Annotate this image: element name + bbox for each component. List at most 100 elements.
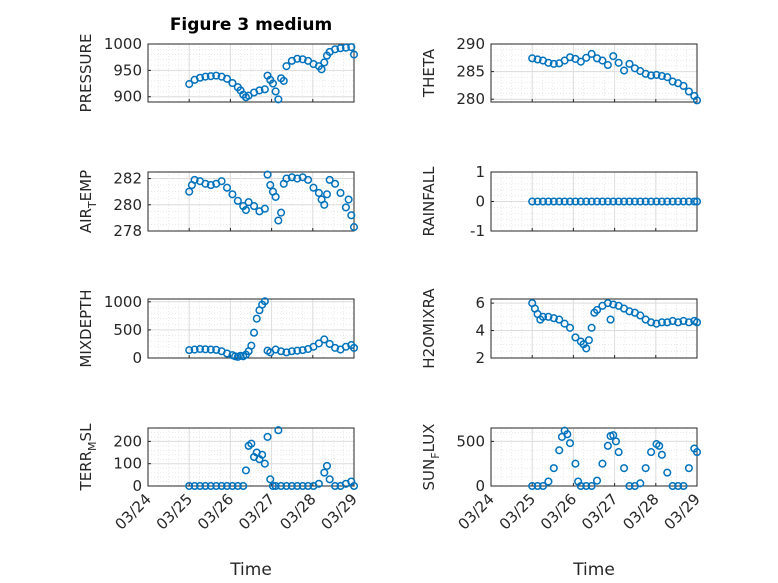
data-marker — [538, 197, 548, 206]
subplot-air-temp: 278 280 282 AIRTEMP — [77, 170, 359, 240]
data-marker — [195, 73, 205, 82]
data-marker — [603, 197, 612, 206]
data-marker — [217, 481, 226, 491]
data-marker — [592, 197, 602, 206]
data-marker — [636, 197, 645, 206]
data-marker — [282, 62, 291, 71]
data-marker — [657, 450, 666, 459]
data-marker — [555, 197, 564, 206]
data-marker — [538, 481, 548, 491]
data-marker — [185, 346, 194, 355]
data-marker — [271, 345, 280, 354]
data-marker — [222, 481, 232, 491]
data-marker — [341, 342, 350, 351]
data-marker — [252, 314, 261, 323]
data-marker — [185, 481, 194, 491]
subplot-pressure: 900 950 1000 PRESSURE — [77, 34, 359, 112]
data-marker — [625, 307, 634, 316]
data-marker — [325, 339, 334, 349]
y-tick-label: 1000 — [104, 35, 142, 53]
data-marker — [336, 44, 345, 53]
y-axis-label: MIXDEPTH — [77, 289, 95, 367]
data-marker — [287, 173, 296, 182]
data-marker — [320, 468, 329, 477]
data-marker — [636, 311, 645, 320]
data-marker — [625, 197, 634, 206]
data-marker — [636, 479, 645, 488]
data-marker — [692, 197, 702, 206]
data-marker — [647, 71, 656, 80]
data-marker — [652, 319, 661, 328]
data-marker — [320, 335, 329, 344]
data-marker — [679, 81, 688, 91]
data-marker — [647, 448, 656, 457]
data-marker — [185, 80, 194, 89]
data-marker — [233, 196, 242, 205]
data-marker — [277, 481, 286, 491]
y-tick-label: 0 — [475, 477, 485, 495]
data-marker — [620, 197, 629, 206]
data-marker — [582, 344, 591, 353]
data-marker — [349, 223, 359, 232]
data-marker — [603, 441, 612, 450]
data-marker — [663, 318, 672, 327]
data-marker — [260, 204, 269, 213]
data-marker — [533, 481, 542, 491]
data-marker — [603, 299, 612, 308]
data-marker — [641, 464, 650, 473]
data-marker — [277, 208, 286, 217]
data-marker — [293, 481, 302, 491]
data-marker — [684, 318, 693, 327]
data-marker — [241, 466, 250, 475]
data-marker — [606, 315, 615, 324]
y-axis-label: SUNFLUX — [420, 424, 442, 491]
data-marker — [587, 197, 596, 206]
data-marker — [647, 318, 656, 327]
data-marker — [298, 346, 307, 355]
data-marker — [206, 481, 215, 491]
y-tick-label: 200 — [113, 432, 142, 450]
data-marker — [201, 345, 210, 354]
data-marker — [287, 481, 296, 491]
data-marker — [652, 197, 661, 206]
data-marker — [217, 177, 226, 186]
data-marker — [201, 72, 210, 81]
y-tick-label: 280 — [456, 90, 485, 108]
data-marker — [663, 197, 672, 206]
y-tick-label: 1000 — [104, 293, 142, 311]
data-marker — [201, 179, 210, 188]
data-marker — [266, 475, 275, 484]
data-marker — [528, 197, 537, 206]
data-marker — [668, 316, 677, 326]
data-marker — [222, 183, 232, 192]
data-marker — [271, 481, 280, 491]
data-marker — [679, 481, 688, 491]
data-marker — [555, 315, 564, 324]
data-marker — [528, 481, 537, 491]
y-tick-label: 0 — [132, 349, 142, 367]
y-tick-label: 900 — [113, 88, 142, 106]
data-marker — [293, 54, 302, 63]
data-marker — [549, 59, 558, 68]
data-marker — [609, 300, 618, 309]
y-tick-label: 500 — [113, 321, 142, 339]
data-marker — [592, 476, 602, 485]
data-marker — [614, 197, 623, 206]
data-marker — [271, 192, 280, 201]
data-marker — [674, 197, 683, 206]
data-marker — [663, 73, 672, 82]
data-marker — [228, 190, 237, 199]
data-marker — [190, 481, 199, 491]
axes-box — [147, 171, 355, 232]
data-marker — [331, 343, 340, 352]
data-marker — [587, 49, 596, 58]
data-marker — [206, 345, 215, 354]
data-marker — [692, 96, 702, 105]
data-marker — [263, 170, 272, 179]
data-marker — [565, 197, 575, 206]
y-tick-label: 500 — [456, 432, 485, 450]
data-marker — [247, 439, 256, 448]
data-marker — [233, 481, 242, 491]
data-marker — [582, 53, 591, 62]
y-axis-label: AIRTEMP — [77, 170, 99, 233]
